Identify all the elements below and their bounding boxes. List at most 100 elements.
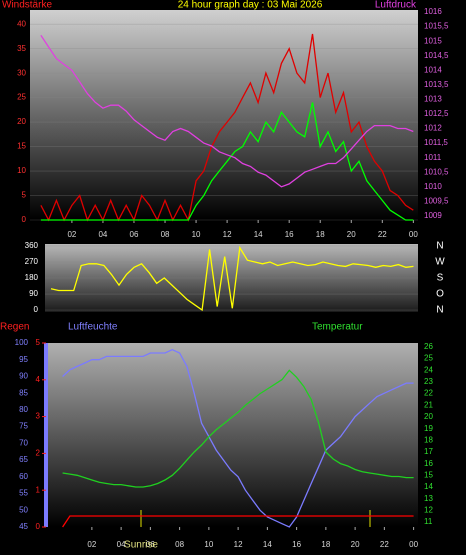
y2-tick-label: 1011 <box>424 153 442 162</box>
y2-tick-label: 1014,5 <box>424 51 449 60</box>
y-tick-label: 10 <box>17 166 26 175</box>
y-tick-label: 0 <box>22 215 27 224</box>
y2-label: Luftdruck <box>375 0 417 11</box>
y3-tick-label: 1 <box>36 485 41 494</box>
y2-tick-label: 24 <box>424 365 433 374</box>
y-axis-bar <box>44 343 48 527</box>
x-tick-label: 00 <box>409 230 418 239</box>
y2-tick-label: 1012,5 <box>424 109 449 118</box>
y3-label: Regen <box>0 322 29 333</box>
x-tick-label: 10 <box>192 230 201 239</box>
plot-area <box>48 343 418 527</box>
y2-tick-label: 1011,5 <box>424 138 448 147</box>
y2-tick-label: 23 <box>424 377 433 386</box>
y2-tick-label: 18 <box>424 435 433 444</box>
y-tick-label: 0 <box>34 305 39 314</box>
y-tick-label: 80 <box>19 405 28 414</box>
y-tick-label: 40 <box>17 19 26 28</box>
y-tick-label: 20 <box>17 117 26 126</box>
y2-tick-label: 19 <box>424 424 433 433</box>
series-line <box>62 348 414 528</box>
plot-area <box>30 10 418 220</box>
x-tick-label: 12 <box>223 230 232 239</box>
y-tick-label: 270 <box>25 257 39 266</box>
y-tick-label: 15 <box>17 142 26 151</box>
y2-tick-label: 1013,5 <box>424 80 449 89</box>
x-tick-label: 02 <box>67 230 76 239</box>
y2-tick-label: S <box>437 273 444 284</box>
y-tick-label: 100 <box>15 338 29 347</box>
y2-tick-label: 1010,5 <box>424 167 449 176</box>
y3-tick-label: 5 <box>36 338 41 347</box>
x-tick-label: 06 <box>130 230 139 239</box>
y2-tick-label: N <box>436 305 443 316</box>
y2-tick-label: 1014 <box>424 65 442 74</box>
y2-tick-label: 11 <box>424 517 433 526</box>
x-tick-label: 20 <box>351 540 360 549</box>
y2-tick-label: 1012 <box>424 124 442 133</box>
y2-tick-label: W <box>435 257 445 268</box>
annotation: Sunrise <box>124 540 158 551</box>
y3-tick-label: 2 <box>36 449 41 458</box>
y2-tick-label: 13 <box>424 494 433 503</box>
y2-tick-label: 26 <box>424 342 433 351</box>
y2-label: Temperatur <box>312 322 363 333</box>
y-tick-label: 360 <box>25 241 39 250</box>
x-tick-label: 16 <box>285 230 294 239</box>
y-tick-label: 95 <box>19 355 28 364</box>
x-tick-label: 18 <box>321 540 330 549</box>
series-line <box>40 102 414 221</box>
series-line <box>50 245 414 312</box>
y2-tick-label: 1010 <box>424 182 442 191</box>
y2-tick-label: 1009,5 <box>424 196 449 205</box>
y-tick-label: 90 <box>29 289 38 298</box>
y2-tick-label: 14 <box>424 482 433 491</box>
y2-tick-label: 1009 <box>424 211 442 220</box>
x-tick-label: 04 <box>117 540 126 549</box>
y2-tick-label: 15 <box>424 470 433 479</box>
series-line <box>40 34 414 188</box>
y2-tick-label: 25 <box>424 354 433 363</box>
x-tick-label: 02 <box>87 540 96 549</box>
y-tick-label: 50 <box>19 505 28 514</box>
y2-tick-label: 21 <box>424 400 433 409</box>
y-tick-label: 85 <box>19 388 28 397</box>
series-line <box>62 515 414 528</box>
y-tick-label: 65 <box>19 455 28 464</box>
x-tick-label: 22 <box>378 230 387 239</box>
y2-tick-label: 22 <box>424 389 433 398</box>
x-tick-label: 10 <box>204 540 213 549</box>
x-tick-label: 04 <box>98 230 107 239</box>
x-tick-label: 14 <box>254 230 263 239</box>
y-tick-label: 55 <box>19 489 28 498</box>
x-tick-label: 08 <box>161 230 170 239</box>
y-label: Windstärke <box>2 0 52 11</box>
y-tick-label: 180 <box>25 273 39 282</box>
x-tick-label: 22 <box>380 540 389 549</box>
y-tick-label: 70 <box>19 438 28 447</box>
x-tick-label: 20 <box>347 230 356 239</box>
y3-tick-label: 3 <box>36 412 41 421</box>
y2-tick-label: 1013 <box>424 95 442 104</box>
y2-tick-label: 16 <box>424 459 433 468</box>
y2-tick-label: 12 <box>424 505 433 514</box>
y3-tick-label: 4 <box>36 375 41 384</box>
x-tick-label: 16 <box>292 540 301 549</box>
y2-tick-label: 1016 <box>424 7 442 16</box>
y-label: Luftfeuchte <box>68 322 118 333</box>
y2-tick-label: 17 <box>424 447 433 456</box>
y-tick-label: 25 <box>17 93 26 102</box>
y2-tick-label: 1015 <box>424 36 442 45</box>
y2-tick-label: O <box>436 289 444 300</box>
series-line <box>62 369 414 488</box>
y-tick-label: 5 <box>22 191 27 200</box>
title: 24 hour graph day : 03 Mai 2026 <box>178 0 323 11</box>
y2-tick-label: 20 <box>424 412 433 421</box>
y-tick-label: 35 <box>17 44 26 53</box>
x-tick-label: 12 <box>234 540 243 549</box>
y-tick-label: 75 <box>19 422 28 431</box>
x-tick-label: 06 <box>146 540 155 549</box>
y-tick-label: 60 <box>19 472 28 481</box>
